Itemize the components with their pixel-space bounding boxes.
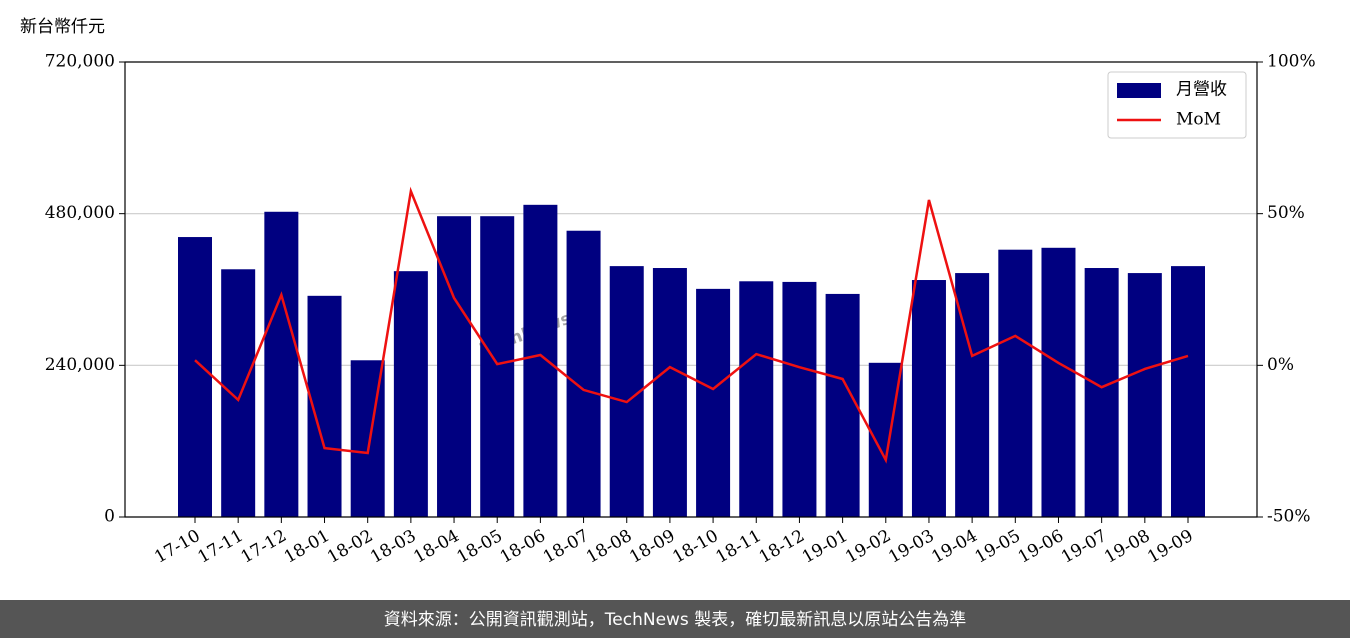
bar xyxy=(998,249,1033,517)
bar xyxy=(1084,268,1119,517)
x-tick-label: 17-12 xyxy=(238,526,290,568)
bar xyxy=(1127,273,1162,517)
bar xyxy=(393,271,428,517)
x-tick-label: 18-08 xyxy=(583,526,635,568)
bar xyxy=(782,281,817,517)
bar xyxy=(178,237,212,517)
bar xyxy=(696,288,731,517)
x-tick-label: 18-12 xyxy=(756,526,808,568)
x-tick-label: 19-04 xyxy=(928,526,980,568)
bar xyxy=(523,204,558,517)
legend-label: 月營收 xyxy=(1176,80,1227,100)
bar xyxy=(911,280,946,517)
x-tick-label: 17-11 xyxy=(194,526,246,568)
bar xyxy=(739,281,774,517)
bar xyxy=(566,230,601,517)
bar xyxy=(1041,247,1076,517)
x-tick-label: 17-10 xyxy=(151,526,203,568)
y2-tick-label: 0% xyxy=(1267,355,1294,375)
y-tick-label: 480,000 xyxy=(45,203,115,223)
bar xyxy=(480,216,515,517)
y-tick-label: 0 xyxy=(104,507,115,527)
x-tick-label: 18-02 xyxy=(324,526,376,568)
y2-tick-label: 50% xyxy=(1267,203,1305,223)
x-tick-label: 18-05 xyxy=(454,526,506,568)
footer-band xyxy=(0,600,1350,638)
legend-swatch xyxy=(1117,83,1161,98)
bar xyxy=(437,216,472,517)
x-tick-label: 19-01 xyxy=(799,526,851,568)
x-tick-label: 18-01 xyxy=(281,526,333,568)
y-tick-label: 720,000 xyxy=(45,52,115,72)
x-tick-label: 19-03 xyxy=(885,526,937,568)
plot-frame xyxy=(124,61,1258,518)
bar xyxy=(221,269,256,517)
bar xyxy=(825,293,860,517)
x-tick-label: 18-06 xyxy=(497,526,549,568)
bar xyxy=(1171,266,1205,517)
x-tick-label: 18-03 xyxy=(367,526,419,568)
x-tick-label: 18-10 xyxy=(669,526,721,568)
legend-label: MoM xyxy=(1176,110,1221,130)
footer: 資料來源：公開資訊觀測站，TechNews 製表，確切最新訊息以原站公告為準 xyxy=(384,610,966,630)
x-tick-label: 18-11 xyxy=(713,526,765,568)
x-tick-label: 19-06 xyxy=(1015,526,1067,568)
x-tick-label: 19-09 xyxy=(1144,526,1196,568)
x-tick-label: 19-05 xyxy=(972,526,1024,568)
bar xyxy=(264,211,299,518)
y2-tick-label: 100% xyxy=(1267,52,1316,72)
x-tick-label: 19-07 xyxy=(1058,526,1110,568)
x-tick-label: 18-09 xyxy=(626,526,678,568)
x-tick-label: 19-08 xyxy=(1101,526,1153,568)
y2-tick-label: -50% xyxy=(1267,507,1311,527)
x-tick-label: 18-04 xyxy=(410,526,462,568)
x-tick-label: 19-02 xyxy=(842,526,894,568)
mom-line xyxy=(194,186,1189,464)
x-tick-label: 18-07 xyxy=(540,526,592,568)
y-axis-label: 新台幣仟元 xyxy=(20,17,105,37)
y-tick-label: 240,000 xyxy=(45,355,115,375)
bar xyxy=(652,268,687,517)
